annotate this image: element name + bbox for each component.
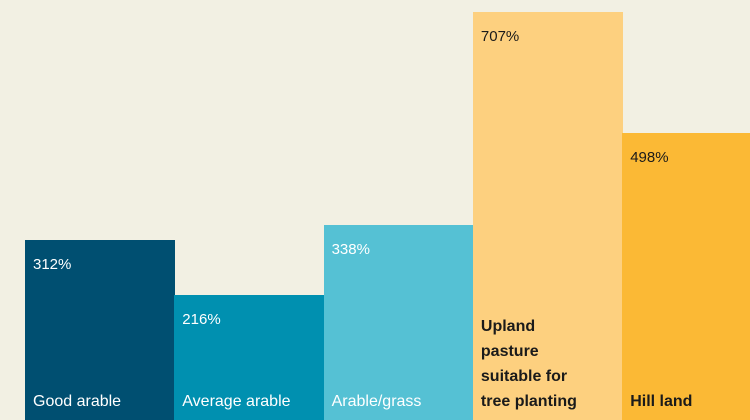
- value-label: 338%: [331, 240, 370, 258]
- value-label: 707%: [480, 28, 520, 45]
- bar: 498% Hill land: [622, 132, 750, 420]
- category-label: Average arable: [182, 393, 291, 410]
- category-label: Good arable: [33, 393, 122, 410]
- category-label: Hill land: [630, 393, 693, 410]
- bar: 338% Arable/grass: [323, 224, 474, 420]
- value-label: 216%: [182, 311, 221, 329]
- category-label: Arable/grass: [331, 393, 422, 410]
- value-label: 498%: [630, 148, 669, 166]
- bar: 312% Good arable: [25, 239, 175, 420]
- value-label: 312%: [33, 255, 72, 273]
- category-label: Upland pasture suitable for tree plantin…: [480, 318, 577, 410]
- bar: 707% Upland pasture suitable for tree pla…: [472, 12, 623, 420]
- bar: 216% Average arable: [174, 295, 325, 420]
